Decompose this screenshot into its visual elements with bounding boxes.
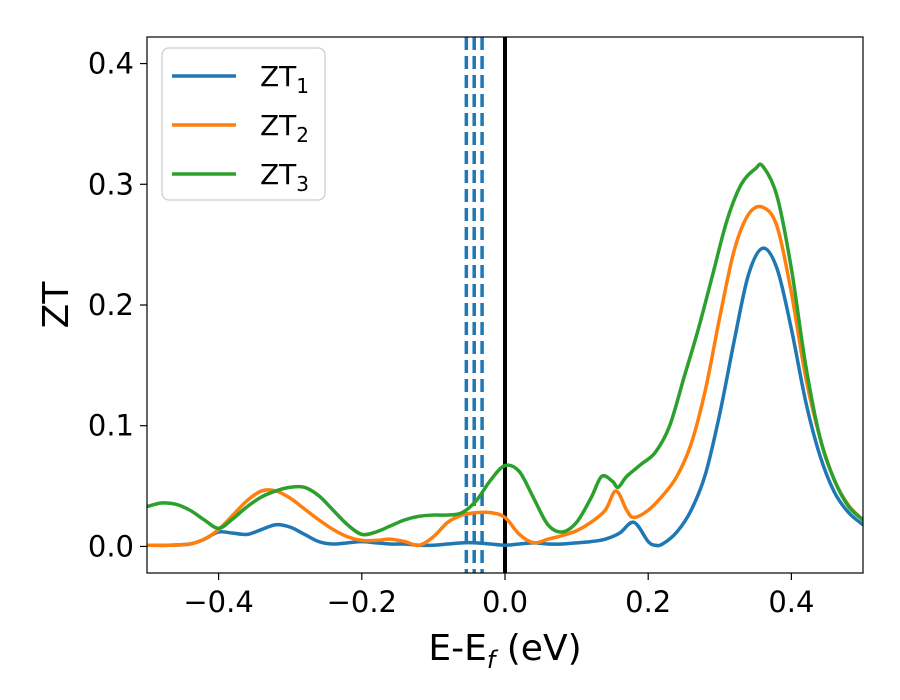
y-tick-label: 0.4 xyxy=(88,47,134,81)
series-line-zt3 xyxy=(147,162,863,537)
y-tick-label: 0.3 xyxy=(88,167,134,201)
y-tick-label: 0.1 xyxy=(88,409,134,443)
x-axis-label: E-Ef (eV) xyxy=(428,628,581,674)
legend-box xyxy=(161,47,326,201)
x-tick-label: 0.4 xyxy=(768,585,814,619)
tick-layer: −0.4 −0.2 0.0 0.2 0.4 0.0 0.1 0.2 0.3 0.4 xyxy=(88,47,815,619)
x-tick-label: −0.2 xyxy=(327,585,397,619)
series-line-zt1 xyxy=(147,246,863,548)
y-tick-label: 0.2 xyxy=(88,288,134,322)
y-axis-label: ZT xyxy=(36,281,77,329)
x-tick-label: 0.0 xyxy=(482,585,528,619)
legend: ZT1 ZT2 ZT3 xyxy=(161,47,326,201)
series-line-zt2 xyxy=(147,204,863,548)
plot-layer xyxy=(147,37,863,573)
legend-label-zt1: ZT1 xyxy=(260,60,309,98)
x-tick-label: −0.4 xyxy=(183,585,253,619)
y-tick-label: 0.0 xyxy=(88,529,134,563)
x-tick-label: 0.2 xyxy=(625,585,671,619)
legend-label-zt3: ZT3 xyxy=(260,158,309,196)
legend-label-zt2: ZT2 xyxy=(260,109,309,147)
